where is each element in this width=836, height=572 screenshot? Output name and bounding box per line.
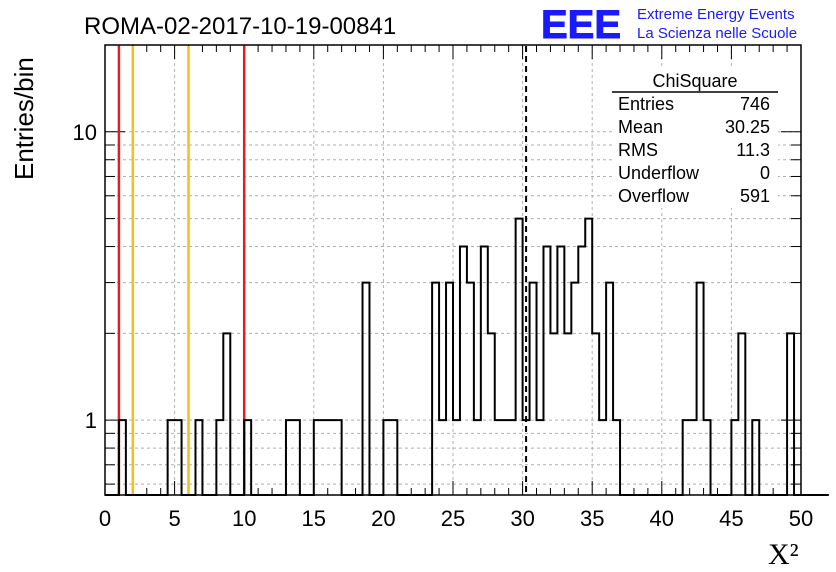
run-title: ROMA-02-2017-10-19-00841 — [84, 13, 396, 40]
y-tick-label: 10 — [73, 120, 97, 145]
eee-logo: EEE Extreme Energy Events La Scienza nel… — [541, 3, 798, 48]
stats-row-label: Overflow — [618, 186, 690, 206]
x-tick-labels: 0 5 10 15 20 25 30 35 40 45 50 — [99, 506, 813, 531]
stats-box: ChiSquare Entries 746 Mean 30.25 RMS 11.3 Unde… — [612, 68, 778, 208]
x-tick-label: 15 — [302, 506, 326, 531]
x-tick-label: 0 — [99, 506, 111, 531]
x-tick-label: 25 — [441, 506, 465, 531]
x-tick-label: 30 — [510, 506, 534, 531]
stats-row-value: 746 — [740, 94, 770, 114]
y-axis-title: Entries/bin — [9, 57, 39, 180]
plot-area: 0 5 10 15 20 25 30 35 40 45 50 1 10 — [73, 44, 829, 531]
logo-line-1: Extreme Energy Events — [637, 6, 795, 23]
x-tick-label: 40 — [650, 506, 674, 531]
x-tick-label: 50 — [789, 506, 813, 531]
stats-rows: Entries 746 Mean 30.25 RMS 11.3 Underflow 0 Over… — [618, 94, 770, 206]
histogram-line — [105, 217, 829, 496]
x-tick-label: 20 — [371, 506, 395, 531]
stats-row-label: Mean — [618, 117, 663, 137]
x-tick-label: 5 — [168, 506, 180, 531]
stats-row-value: 11.3 — [736, 140, 770, 160]
stats-row-label: Underflow — [618, 163, 700, 183]
stats-row-label: RMS — [618, 140, 658, 160]
stats-row-value: 30.25 — [725, 117, 770, 137]
y-tick-labels: 1 10 — [73, 120, 97, 433]
marker-lines — [117, 46, 528, 494]
x-tick-label: 45 — [719, 506, 743, 531]
x-tick-label: 10 — [232, 506, 256, 531]
plot-frame — [104, 44, 802, 496]
x-tick-label: 35 — [580, 506, 604, 531]
stats-box-title: ChiSquare — [652, 71, 737, 91]
stats-row-label: Entries — [618, 94, 674, 114]
logo-letters: EEE — [541, 3, 621, 47]
y-tick-label: 1 — [85, 408, 97, 433]
stats-row-value: 591 — [740, 186, 770, 206]
stats-row-value: 0 — [760, 163, 770, 183]
logo-line-2: La Scienza nelle Scuole — [637, 25, 797, 42]
x-axis-title: X² — [768, 538, 799, 571]
